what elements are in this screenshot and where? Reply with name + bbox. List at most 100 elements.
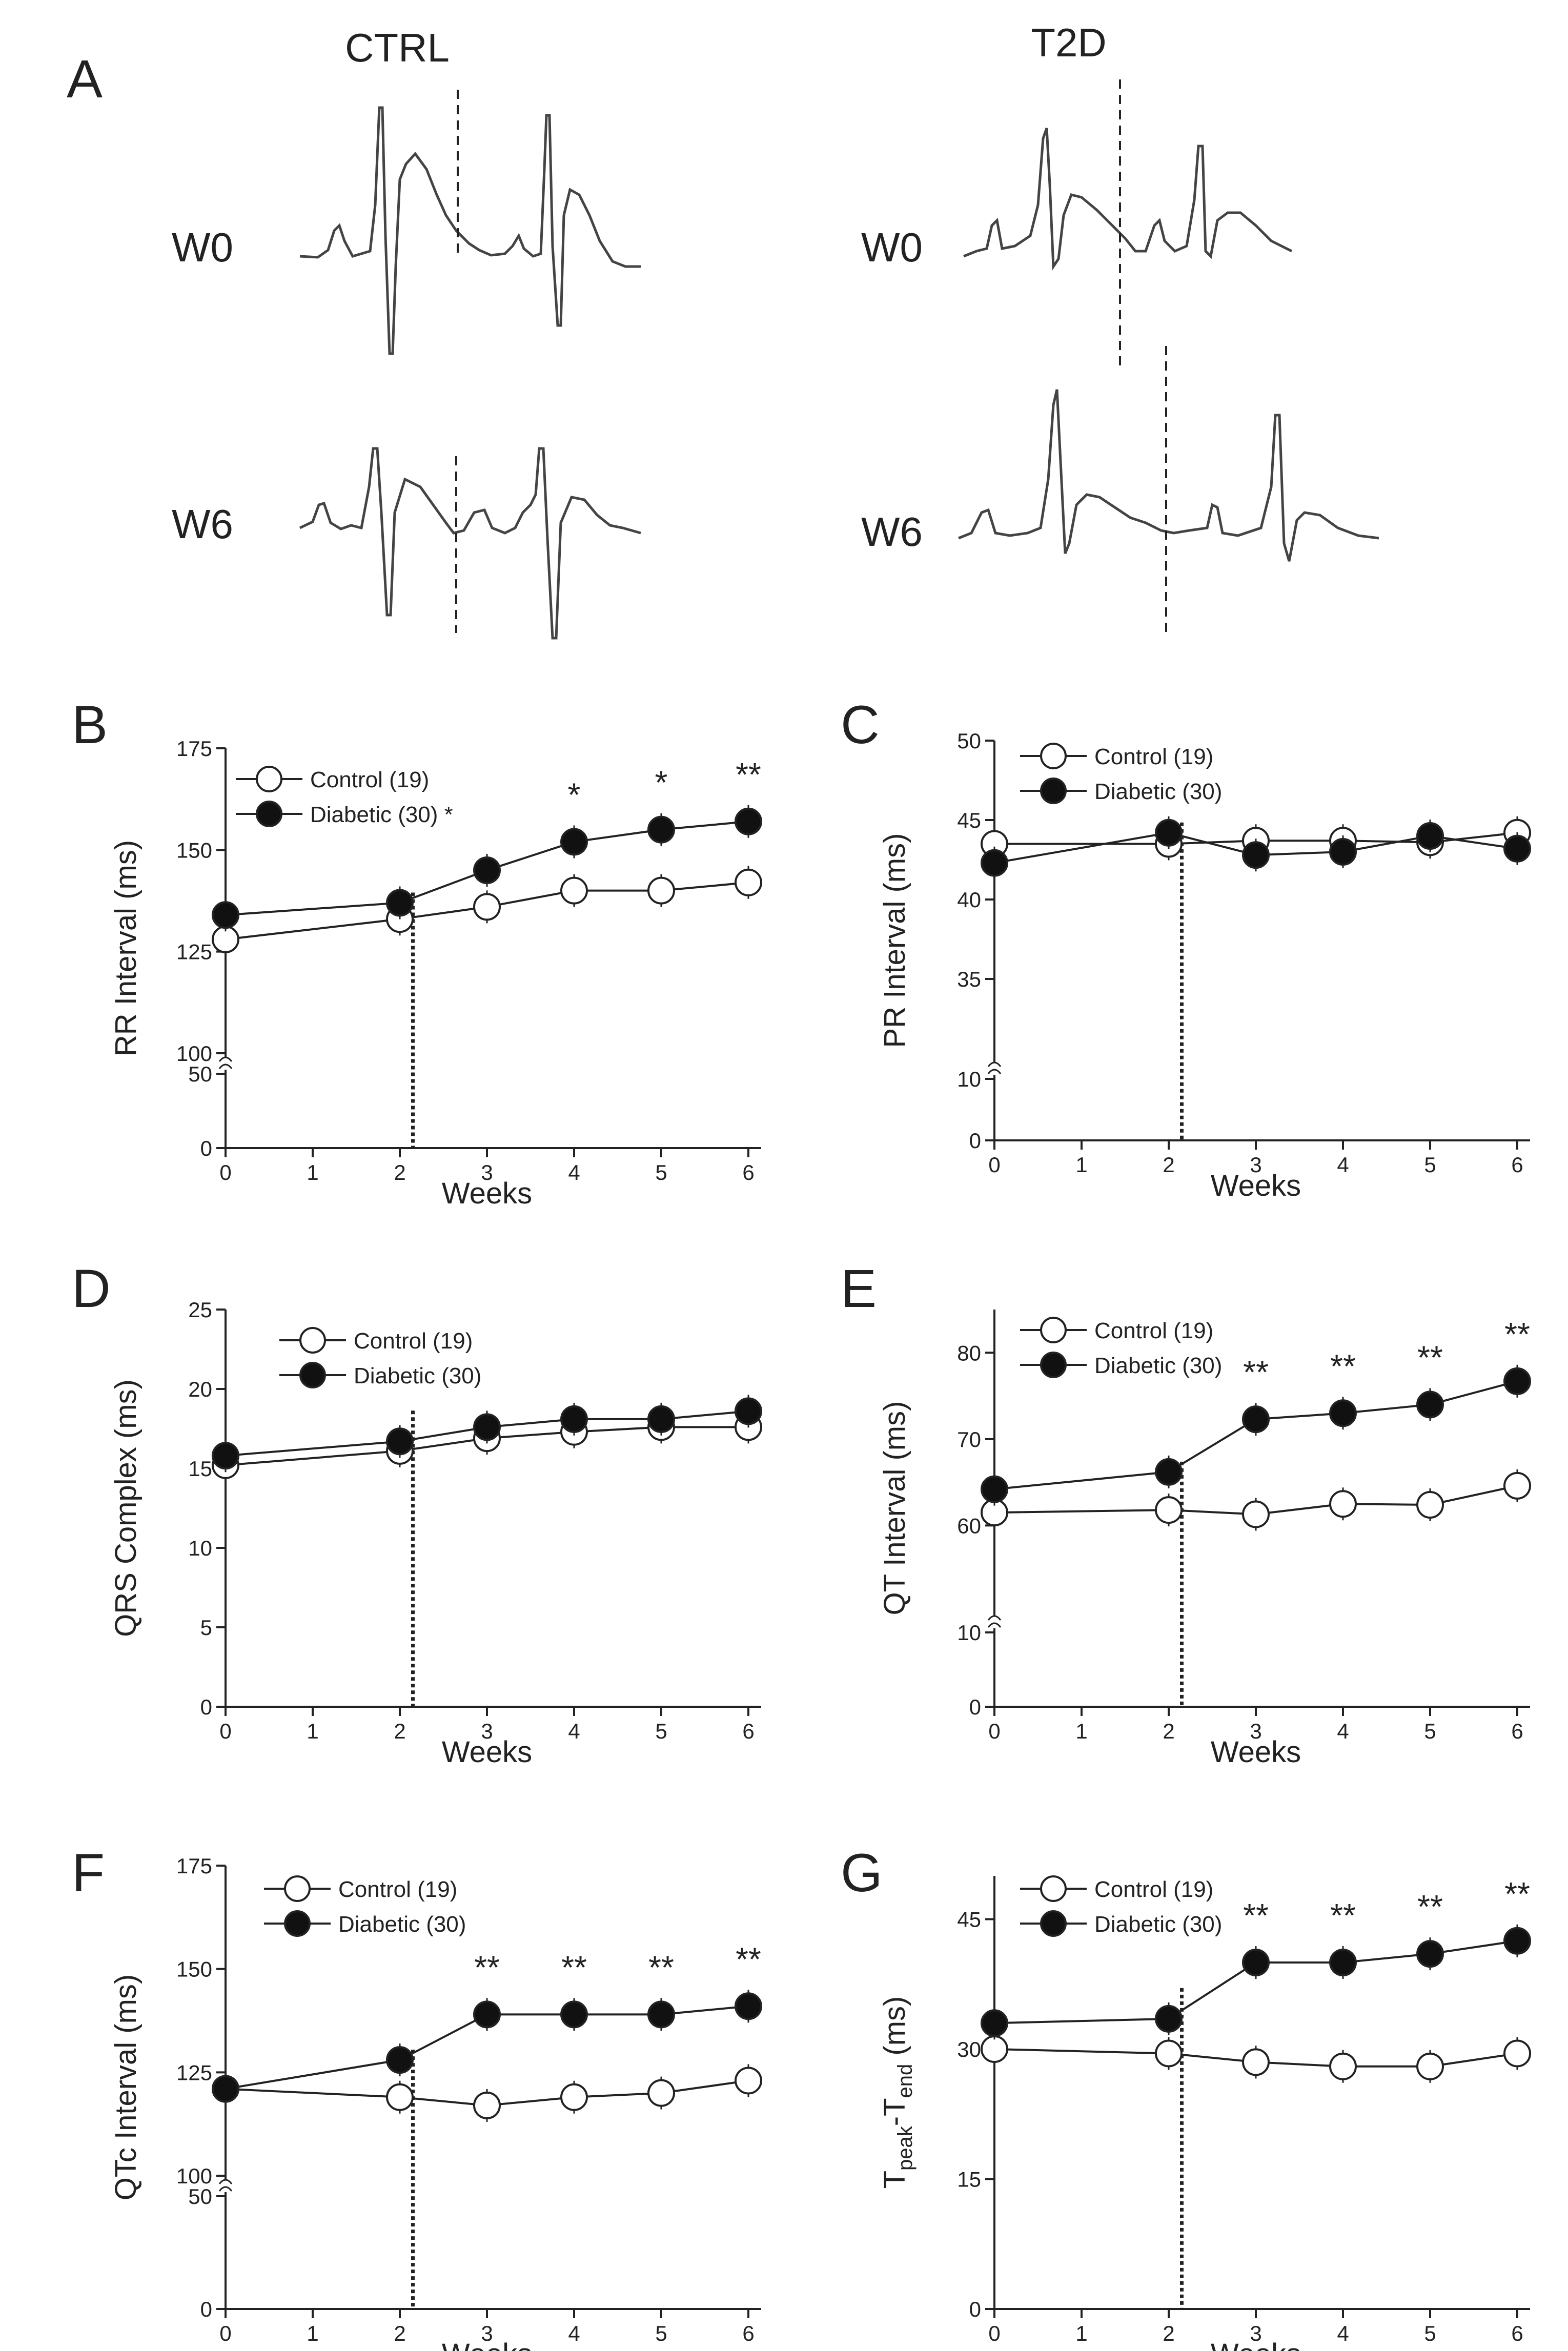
t2d-w0-label: W0: [861, 224, 923, 270]
panel-d-point-diabetic: [212, 1442, 239, 1470]
panel-d-point-diabetic: [735, 1397, 762, 1425]
panel-c-axis-break-mark: [987, 1061, 1002, 1074]
panel-d-x-tick-label: 2: [394, 1719, 405, 1743]
panel-g-y-tick-label: 15: [957, 2168, 981, 2192]
panel-c-point-diabetic: [1329, 838, 1357, 866]
panel-b-x-axis-title: Weeks: [442, 1177, 532, 1210]
panel-g-point-control: [1329, 2052, 1357, 2080]
ecg-trace-t2d-w6: [958, 389, 1379, 562]
panel-d-x-tick-label: 0: [219, 1719, 231, 1743]
panel-e-x-tick-label: 3: [1250, 1719, 1261, 1743]
panel-e-point-diabetic: [1416, 1391, 1444, 1419]
panel-e-point-diabetic: [1329, 1399, 1357, 1427]
panel-d-legend-label-diabetic: Diabetic (30): [354, 1363, 481, 1388]
t2d-title: T2D: [1031, 20, 1106, 65]
panel-g-significance-mark: **: [1330, 1897, 1356, 1934]
panel-d-point-diabetic: [647, 1405, 675, 1433]
panel-d-letter: D: [72, 1259, 111, 1319]
panel-d-point-diabetic: [386, 1427, 414, 1456]
panel-e-y-tick-label: 10: [957, 1621, 981, 1645]
panel-e-series-line-diabetic: [994, 1380, 1518, 1490]
panel-f-letter: F: [72, 1843, 105, 1903]
panel-f-point-diabetic: [386, 2046, 414, 2074]
ctrl-w0-label: W0: [172, 224, 233, 270]
panel-c-point-diabetic: [1416, 822, 1444, 850]
panel-b-point-control: [647, 876, 675, 905]
panel-f-y-tick-label: 50: [188, 2184, 212, 2209]
panel-g-significance-mark: **: [1417, 1888, 1443, 1925]
panel-g-y-tick-label: 30: [957, 2037, 981, 2061]
panel-b-y-axis-title: RR Interval (ms): [109, 840, 142, 1056]
panel-f-y-tick-label: 150: [176, 1957, 212, 1981]
panel-f-x-tick-label: 6: [742, 2321, 754, 2345]
panel-f-y-tick-label: 0: [200, 2297, 212, 2321]
panel-b-y-tick-label: 50: [188, 1062, 212, 1086]
panel-g-point-control: [1155, 2039, 1183, 2068]
panel-b-y-tick-label: 150: [176, 838, 212, 862]
panel-g-y-tick-label: 45: [957, 1908, 981, 1932]
panel-e-y-tick-label: 80: [957, 1341, 981, 1365]
ecg-trace-ctrl-w6: [299, 447, 641, 640]
panel-b-point-diabetic: [560, 828, 588, 856]
panel-c-y-tick-label: 0: [969, 1129, 981, 1153]
panel-f-significance-mark: **: [648, 1949, 674, 1986]
panel-e-letter: E: [841, 1259, 877, 1319]
panel-e-legend-marker-diabetic: [1040, 1352, 1067, 1378]
panel-g-point-control: [1416, 2052, 1444, 2080]
panel-d-legend-marker-diabetic: [299, 1362, 326, 1388]
panel-f-legend-marker-control: [284, 1875, 311, 1902]
panel-c-x-tick-label: 4: [1337, 1153, 1349, 1177]
panel-a-letter: A: [67, 49, 103, 109]
panel-b-point-diabetic: [735, 807, 762, 835]
panel-g-point-control: [981, 2035, 1008, 2063]
panel-b-x-tick-label: 3: [481, 1160, 493, 1184]
panel-c-x-tick-label: 0: [988, 1153, 1000, 1177]
panel-g-letter: G: [841, 1843, 883, 1903]
panel-b-significance-mark: *: [568, 776, 581, 813]
panel-b-x-tick-label: 5: [655, 1160, 667, 1184]
panel-e-significance-mark: **: [1330, 1347, 1356, 1384]
panel-c-legend-marker-diabetic: [1040, 778, 1067, 804]
panel-e-legend-label-diabetic: Diabetic (30): [1094, 1353, 1222, 1378]
panel-c-y-tick-label: 50: [957, 729, 981, 753]
panel-e-significance-mark: **: [1417, 1339, 1443, 1376]
panel-e-point-control: [1329, 1490, 1357, 1518]
panel-g-series-line-diabetic: [994, 1939, 1518, 2025]
ctrl-title: CTRL: [345, 25, 450, 70]
panel-g-x-tick-label: 6: [1511, 2321, 1523, 2345]
panel-g-x-axis-title: Weeks: [1211, 2338, 1301, 2351]
panel-d-y-tick-label: 15: [188, 1457, 212, 1481]
y-axis-title-part: T: [878, 2171, 911, 2189]
panel-e-x-tick-label: 5: [1424, 1719, 1436, 1743]
panel-c-legend-label-control: Control (19): [1094, 744, 1213, 769]
panel-d-y-tick-label: 0: [200, 1695, 212, 1719]
panel-c-series-line-diabetic: [994, 831, 1518, 864]
panel-f-significance-mark: **: [736, 1940, 761, 1977]
panel-c-series-line-control: [994, 831, 1518, 845]
panel-b-legend-label-control: Control (19): [310, 767, 429, 792]
panel-g-x-tick-label: 0: [988, 2321, 1000, 2345]
panel-g-point-control: [1503, 2039, 1531, 2068]
panel-e-x-tick-label: 4: [1337, 1719, 1349, 1743]
panel-d-legend-marker-control: [299, 1327, 326, 1354]
panel-c-y-axis-title: PR Interval (ms): [878, 833, 911, 1048]
panel-g-x-tick-label: 3: [1250, 2321, 1261, 2345]
panel-f-point-diabetic: [560, 2000, 588, 2029]
panel-d-series-line-control: [225, 1426, 748, 1466]
panel-g-legend-label-control: Control (19): [1094, 1877, 1213, 1902]
t2d-w6-label: W6: [861, 509, 923, 555]
panel-e-significance-mark: **: [1243, 1354, 1269, 1391]
panel-b-legend-marker-diabetic: [256, 801, 282, 827]
panel-g-x-tick-label: 4: [1337, 2321, 1349, 2345]
panel-b-series-line-control: [225, 881, 749, 941]
panel-g-point-diabetic: [1503, 1927, 1531, 1955]
panel-e-y-tick-label: 0: [969, 1695, 981, 1719]
panel-d-x-tick-label: 3: [481, 1719, 493, 1743]
panel-d-x-tick-label: 6: [742, 1719, 754, 1743]
panel-e-x-tick-label: 1: [1075, 1719, 1087, 1743]
panel-d-series-line-diabetic: [225, 1410, 749, 1457]
panel-f-x-tick-label: 1: [307, 2321, 318, 2345]
